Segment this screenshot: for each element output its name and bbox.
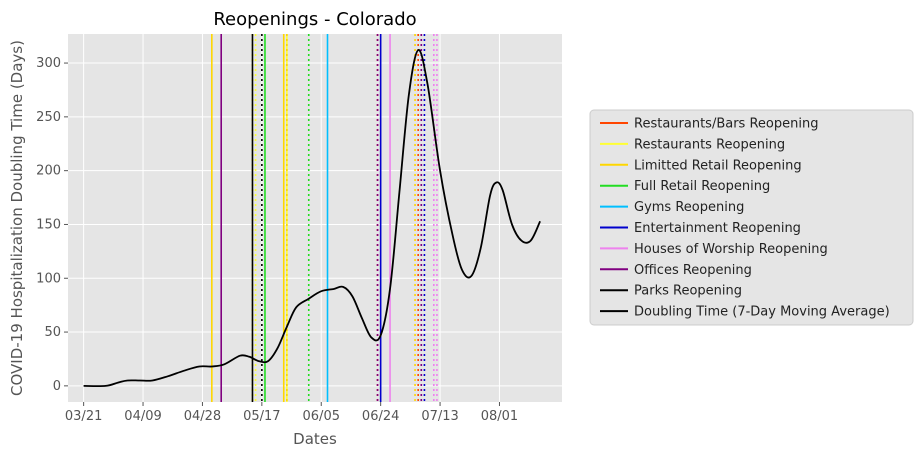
y-axis-label: COVID-19 Hospitalization Doubling Time (…: [8, 40, 26, 396]
series-lines: [83, 49, 541, 388]
doubling-time-line: [83, 49, 541, 388]
legend-label: Doubling Time (7-Day Moving Average): [634, 305, 890, 320]
legend-label: Full Retail Reopening: [634, 179, 770, 194]
x-tick-label: 06/24: [362, 409, 399, 424]
legend-label: Parks Reopening: [634, 284, 742, 299]
y-tick-label: 0: [53, 379, 61, 394]
y-tick-label: 250: [36, 110, 61, 125]
legend-label: Restaurants Reopening: [634, 137, 785, 152]
x-axis-label: Dates: [293, 430, 337, 448]
y-tick-label: 300: [36, 56, 61, 71]
plot-background: [68, 34, 562, 402]
x-tick-label: 05/17: [243, 409, 280, 424]
legend-label: Offices Reopening: [634, 263, 752, 278]
legend-label: Houses of Worship Reopening: [634, 242, 828, 257]
y-tick-label: 200: [36, 164, 61, 179]
legend-label: Gyms Reopening: [634, 200, 744, 215]
x-tick-label: 04/09: [124, 409, 161, 424]
y-tick-labels: 0 50 100 150 200 250 300: [36, 56, 68, 394]
legend-label: Restaurants/Bars Reopening: [634, 117, 818, 132]
y-tick-label: 150: [36, 217, 61, 232]
legend: Restaurants/Bars Reopening Restaurants Re…: [589, 109, 914, 326]
chart-title: Reopenings - Colorado: [213, 9, 416, 30]
y-tick-label: 50: [44, 325, 61, 340]
legend-box: [589, 109, 914, 326]
legend-label: Entertainment Reopening: [634, 221, 801, 236]
x-tick-label: 03/21: [65, 409, 102, 424]
x-tick-label: 07/13: [421, 409, 458, 424]
x-tick-label: 08/01: [481, 409, 518, 424]
x-tick-label: 06/05: [303, 409, 340, 424]
x-tick-label: 04/28: [184, 409, 221, 424]
x-tick-labels: 03/21 04/09 04/28 05/17 06/05 06/24 07/13 08/01: [65, 402, 518, 424]
y-tick-label: 100: [36, 271, 61, 286]
legend-label: Limitted Retail Reopening: [634, 158, 802, 173]
